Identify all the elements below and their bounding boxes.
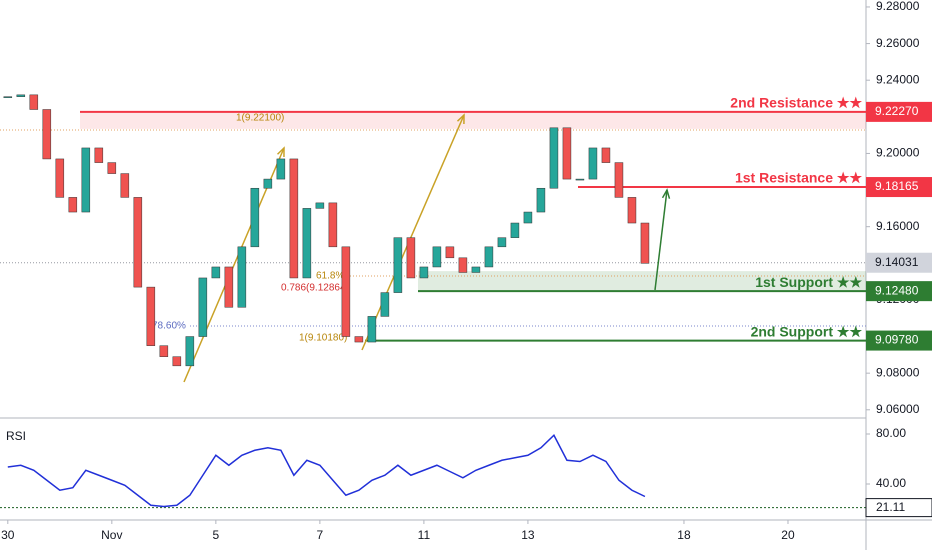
rsi-tick-label: 80.00 (876, 426, 906, 440)
candle (276, 158, 286, 180)
candle (536, 187, 546, 213)
level-box (866, 330, 932, 351)
fib-label: 1(9.10180) (299, 333, 347, 344)
candle (107, 162, 117, 174)
candle (601, 147, 611, 163)
candle (211, 266, 221, 279)
level-label: 9.12480 (875, 283, 919, 297)
candle (146, 286, 156, 346)
x-tick-label: 7 (317, 528, 324, 542)
level-text: 2nd Support ★★ (751, 323, 863, 339)
candle (510, 222, 520, 238)
x-tick-label: 20 (781, 528, 795, 542)
resistance-zone (80, 111, 866, 129)
arrow-head (276, 146, 285, 158)
candle (627, 197, 637, 224)
y-tick-label: 9.28000 (876, 0, 920, 13)
current-box (866, 252, 932, 273)
candle (237, 246, 247, 308)
candle (380, 292, 390, 317)
x-tick-label: 18 (677, 528, 691, 542)
x-tick-label: 5 (213, 528, 220, 542)
candle (588, 147, 598, 180)
candle (42, 109, 52, 160)
candle (198, 277, 208, 337)
candle (302, 208, 312, 279)
candle (562, 127, 572, 180)
candle (328, 202, 338, 248)
candle (458, 257, 468, 273)
level-box (866, 281, 932, 302)
fib-label: 78.60% (152, 321, 186, 332)
candle (497, 237, 507, 248)
candle (445, 246, 455, 259)
fib-label: 0.786(9.12864) (281, 283, 349, 294)
rsi-title: RSI (6, 429, 26, 443)
fib-label: 61.8% (316, 271, 344, 282)
candle (614, 162, 624, 198)
candle (354, 336, 364, 343)
candle (29, 94, 39, 110)
candle (575, 178, 585, 181)
level-label: 9.22270 (875, 104, 919, 118)
fib-label: 1(9.22100) (236, 113, 284, 124)
current-label: 9.14031 (875, 255, 919, 269)
level-label: 9.18165 (875, 179, 919, 193)
y-tick-label: 9.20000 (876, 146, 920, 160)
candle (289, 158, 299, 279)
candle (185, 336, 195, 367)
level-box (866, 101, 932, 122)
y-tick-label: 9.16000 (876, 219, 920, 233)
candle (263, 178, 273, 189)
candle (523, 211, 533, 224)
candle (419, 266, 429, 279)
candle (159, 345, 169, 357)
candle (172, 356, 182, 367)
candle (549, 127, 559, 189)
candle (341, 246, 351, 337)
candle (406, 237, 416, 279)
candle (250, 187, 260, 248)
level-text: 2nd Resistance ★★ (730, 95, 862, 111)
level-box (866, 177, 932, 198)
x-tick-label: Nov (101, 528, 122, 542)
candle (3, 96, 13, 98)
y-tick-label: 9.24000 (876, 72, 920, 86)
y-tick-label: 9.26000 (876, 36, 920, 50)
candle (68, 197, 78, 213)
candle (315, 202, 325, 209)
x-tick-label: 13 (521, 528, 535, 542)
level-label: 9.09780 (875, 333, 919, 347)
rsi-line (7, 434, 646, 508)
rsi-tick-label: 40.00 (876, 476, 906, 490)
candle (367, 316, 377, 343)
arrow (361, 114, 465, 351)
candle (133, 197, 143, 288)
candle (81, 147, 91, 213)
arrow-head (456, 113, 465, 125)
level-text: 1st Resistance ★★ (735, 170, 862, 186)
candle (224, 266, 234, 308)
arrow-head (661, 188, 671, 199)
y-tick-label: 9.06000 (876, 402, 920, 416)
candle (432, 246, 442, 268)
rsi-marker-label: 21.11 (876, 500, 905, 514)
candle (484, 246, 494, 268)
candle (16, 94, 26, 97)
candle (471, 266, 481, 273)
candle (94, 147, 104, 163)
candle (640, 222, 650, 264)
level-text: 1st Support ★★ (755, 274, 862, 290)
candle (55, 158, 65, 198)
x-tick-label: 30 (1, 528, 15, 542)
arrow (654, 189, 668, 291)
candle (393, 237, 403, 293)
y-tick-label: 9.08000 (876, 365, 920, 379)
x-tick-label: 11 (418, 528, 431, 542)
rsi-marker-box (865, 498, 932, 518)
candle (120, 173, 130, 198)
